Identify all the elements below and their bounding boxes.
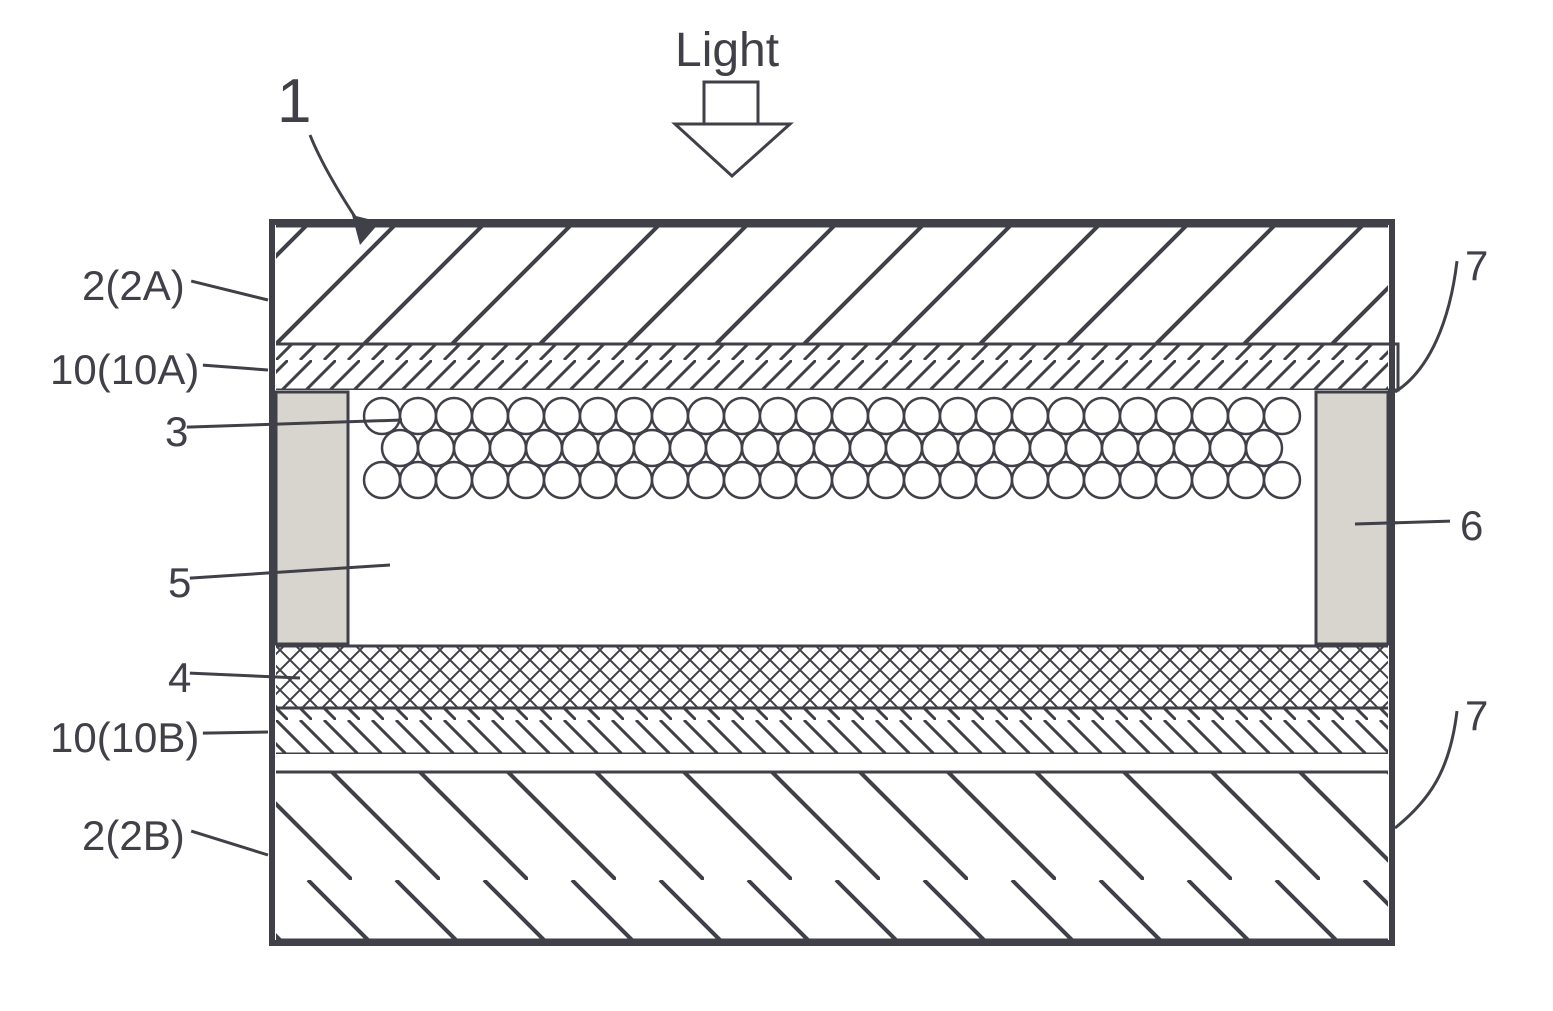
svg-text:Light: Light xyxy=(675,24,779,77)
svg-text:10(10B): 10(10B) xyxy=(50,714,199,761)
svg-text:10(10A): 10(10A) xyxy=(50,346,199,393)
svg-text:6: 6 xyxy=(1460,502,1483,549)
diagram-canvas: Light 1 2(2A) 10(10A) 3 5 4 10(10B) 2(2B) 6 7 7 xyxy=(0,0,1553,1011)
svg-text:5: 5 xyxy=(168,559,191,606)
svg-text:7: 7 xyxy=(1465,692,1488,739)
svg-text:4: 4 xyxy=(168,654,191,701)
svg-text:2(2B): 2(2B) xyxy=(82,812,185,859)
svg-text:7: 7 xyxy=(1465,242,1488,289)
diagram-svg: Light 1 2(2A) 10(10A) 3 5 4 10(10B) 2(2B) 6 7 7 xyxy=(0,0,1553,1011)
svg-text:1: 1 xyxy=(277,67,311,136)
svg-text:2(2A): 2(2A) xyxy=(82,262,185,309)
svg-text:3: 3 xyxy=(165,408,188,455)
